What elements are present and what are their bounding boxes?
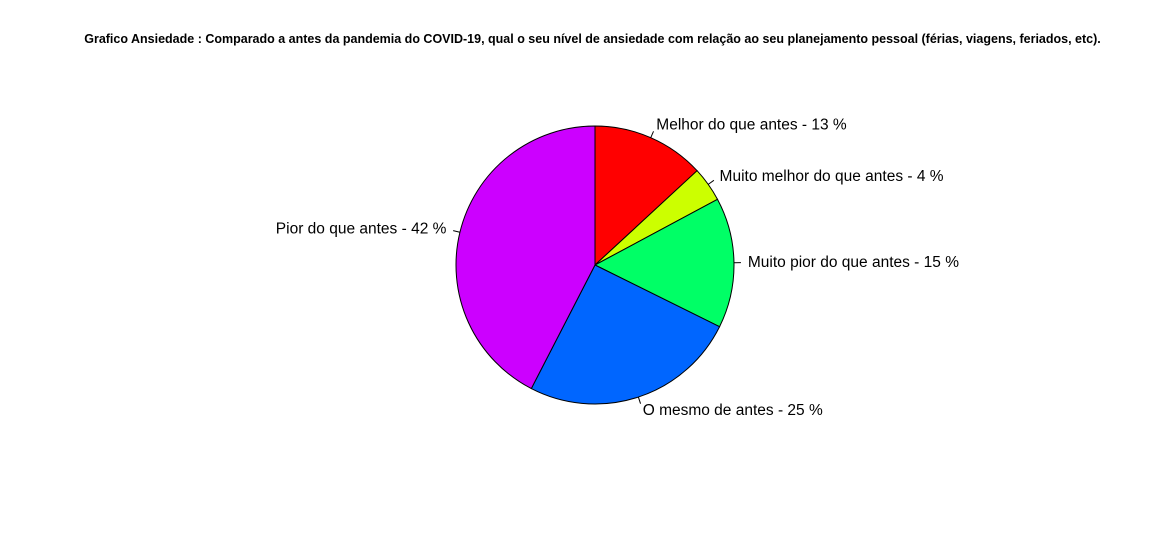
pie-slices — [455, 125, 735, 405]
pie-slice-o-mesmo-de-antes — [530, 264, 721, 405]
slice-label-pior-do-que-antes: Pior do que antes - 42 % — [276, 220, 447, 237]
pie-slice-melhor-do-que-antes — [594, 125, 698, 267]
pie-labels: Melhor do que antes - 13 % Muito melhor d… — [276, 116, 959, 418]
label-tick-melhor-do-que-antes — [650, 131, 654, 138]
pie-label-ticks — [453, 131, 741, 404]
chart-title: Grafico Ansiedade : Comparado a antes da… — [84, 32, 1101, 46]
slice-label-muito-pior-do-que-antes: Muito pior do que antes - 15 % — [748, 254, 959, 271]
slice-label-o-mesmo-de-antes: O mesmo de antes - 25 % — [643, 402, 823, 419]
slice-label-melhor-do-que-antes: Melhor do que antes - 13 % — [656, 116, 847, 133]
label-tick-pior-do-que-antes — [453, 230, 461, 233]
slice-label-muito-melhor-do-que-antes: Muito melhor do que antes - 4 % — [720, 168, 944, 185]
label-tick-muito-melhor-do-que-antes — [707, 179, 715, 185]
label-tick-o-mesmo-de-antes — [637, 396, 642, 404]
